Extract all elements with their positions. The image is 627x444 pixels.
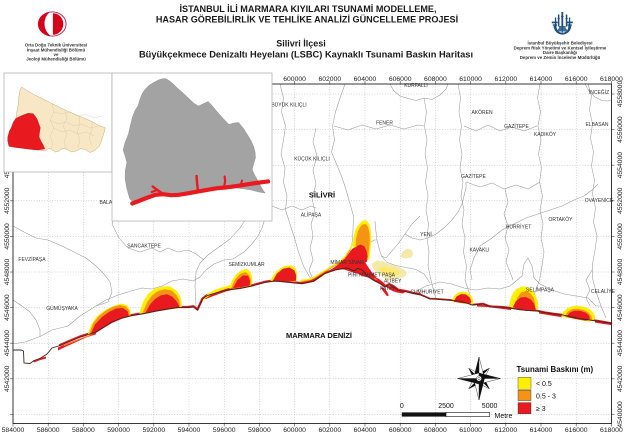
svg-text:GÜMÜŞYAKA: GÜMÜŞYAKA bbox=[46, 305, 78, 312]
svg-text:618000: 618000 bbox=[600, 427, 623, 434]
svg-text:İnşaat Mühendisliği Bölümü: İnşaat Mühendisliği Bölümü bbox=[27, 48, 86, 53]
svg-text:Daire Başkanlığı: Daire Başkanlığı bbox=[543, 50, 577, 55]
svg-text:0: 0 bbox=[400, 403, 404, 410]
svg-text:586000: 586000 bbox=[37, 427, 60, 434]
svg-text:4544000: 4544000 bbox=[617, 330, 624, 357]
svg-text:MİMAR SİNAN: MİMAR SİNAN bbox=[330, 259, 364, 266]
svg-text:592000: 592000 bbox=[142, 427, 165, 434]
svg-text:SANCAKTEPE: SANCAKTEPE bbox=[127, 244, 161, 250]
svg-text:HÜRRİYET: HÜRRİYET bbox=[506, 224, 532, 231]
svg-text:606000: 606000 bbox=[389, 427, 412, 434]
svg-text:610000: 610000 bbox=[459, 427, 482, 434]
svg-text:KADIKÖY: KADIKÖY bbox=[534, 131, 557, 138]
svg-text:KURFALLI: KURFALLI bbox=[404, 83, 428, 89]
svg-text:4542000: 4542000 bbox=[617, 365, 624, 392]
svg-text:2500: 2500 bbox=[438, 403, 454, 410]
svg-text:FATİH: FATİH bbox=[380, 285, 394, 292]
svg-text:598000: 598000 bbox=[248, 427, 271, 434]
svg-text:4544000: 4544000 bbox=[4, 330, 11, 357]
svg-text:PİRİ MEHMET PAŞA: PİRİ MEHMET PAŞA bbox=[348, 272, 396, 279]
svg-text:BALABAN: BALABAN bbox=[99, 200, 122, 206]
svg-text:4548000: 4548000 bbox=[617, 259, 624, 286]
svg-text:ORTAKÖY: ORTAKÖY bbox=[549, 216, 574, 223]
svg-text:602000: 602000 bbox=[318, 76, 341, 83]
svg-text:5000: 5000 bbox=[482, 403, 498, 410]
svg-text:616000: 616000 bbox=[565, 427, 588, 434]
svg-text:İstanbul Büyükşehir Belediyesi: İstanbul Büyükşehir Belediyesi bbox=[528, 41, 593, 46]
svg-text:604000: 604000 bbox=[354, 76, 377, 83]
svg-text:606000: 606000 bbox=[389, 76, 412, 83]
svg-text:FEVZİPAŞA: FEVZİPAŞA bbox=[18, 256, 46, 263]
svg-text:604000: 604000 bbox=[354, 427, 377, 434]
svg-text:GAZİTEPE: GAZİTEPE bbox=[461, 173, 486, 180]
svg-text:İNCEĞİZ: İNCEĞİZ bbox=[589, 89, 609, 96]
svg-text:614000: 614000 bbox=[530, 427, 553, 434]
svg-text:ve: ve bbox=[54, 52, 59, 57]
svg-text:4550000: 4550000 bbox=[4, 223, 11, 250]
svg-text:CELALİYE: CELALİYE bbox=[591, 288, 616, 295]
svg-text:HASAR GÖREBİLİRLİK VE TEHLİKE: HASAR GÖREBİLİRLİK VE TEHLİKE ANALİZİ GÜ… bbox=[156, 14, 458, 24]
svg-text:OVAYENİCE: OVAYENİCE bbox=[585, 197, 614, 204]
svg-text:İSTANBUL İLİ MARMARA KIYILARI: İSTANBUL İLİ MARMARA KIYILARI TSUNAMİ MO… bbox=[180, 4, 437, 14]
svg-text:4542000: 4542000 bbox=[4, 365, 11, 392]
svg-text:600000: 600000 bbox=[283, 76, 306, 83]
svg-text:AKÖREN: AKÖREN bbox=[471, 109, 493, 116]
svg-text:610000: 610000 bbox=[459, 76, 482, 83]
svg-text:0.5 - 3: 0.5 - 3 bbox=[536, 393, 556, 400]
svg-text:Silivri İlçesi: Silivri İlçesi bbox=[276, 38, 326, 48]
svg-text:618000: 618000 bbox=[600, 76, 623, 83]
svg-text:ELBASAN: ELBASAN bbox=[585, 122, 608, 128]
svg-text:4546000: 4546000 bbox=[4, 294, 11, 321]
svg-text:4554000: 4554000 bbox=[617, 152, 624, 179]
svg-text:4552000: 4552000 bbox=[617, 187, 624, 214]
svg-text:Deprem Risk Yönetimi ve Kentse: Deprem Risk Yönetimi ve Kentsel İyileşti… bbox=[514, 46, 607, 51]
svg-text:FENER: FENER bbox=[376, 121, 393, 127]
svg-text:4558000: 4558000 bbox=[617, 81, 624, 108]
svg-text:4550000: 4550000 bbox=[617, 223, 624, 250]
svg-text:4540000: 4540000 bbox=[617, 401, 624, 428]
svg-text:GAZİTEPE: GAZİTEPE bbox=[504, 123, 529, 130]
svg-text:Tsunami Baskını (m): Tsunami Baskını (m) bbox=[517, 365, 594, 374]
svg-text:SEMİZKUMLAR: SEMİZKUMLAR bbox=[228, 261, 265, 268]
svg-text:612000: 612000 bbox=[494, 76, 517, 83]
svg-text:596000: 596000 bbox=[213, 427, 236, 434]
svg-text:Deprem ve Zemin İnceleme Müdür: Deprem ve Zemin İnceleme Müdürlüğü bbox=[520, 55, 601, 60]
svg-text:SİLİVRİ: SİLİVRİ bbox=[309, 191, 335, 200]
svg-text:4552000: 4552000 bbox=[4, 187, 11, 214]
svg-text:4548000: 4548000 bbox=[4, 259, 11, 286]
svg-text:594000: 594000 bbox=[178, 427, 201, 434]
svg-text:MARMARA DENİZİ: MARMARA DENİZİ bbox=[286, 331, 352, 340]
svg-text:590000: 590000 bbox=[107, 427, 130, 434]
svg-text:Büyükçekmece Denizaltı Heyelan: Büyükçekmece Denizaltı Heyelanı (LSBC) K… bbox=[139, 49, 473, 59]
svg-text:ALİBEY: ALİBEY bbox=[384, 277, 402, 284]
svg-text:584000: 584000 bbox=[2, 427, 25, 434]
svg-text:4546000: 4546000 bbox=[617, 294, 624, 321]
svg-text:588000: 588000 bbox=[72, 427, 95, 434]
svg-text:YENİ: YENİ bbox=[420, 231, 432, 238]
svg-text:608000: 608000 bbox=[424, 427, 447, 434]
svg-text:612000: 612000 bbox=[494, 427, 517, 434]
svg-text:602000: 602000 bbox=[318, 427, 341, 434]
svg-text:614000: 614000 bbox=[530, 76, 553, 83]
svg-text:≥ 3: ≥ 3 bbox=[536, 406, 546, 413]
svg-text:KÜÇÜK KILIÇLI: KÜÇÜK KILIÇLI bbox=[294, 156, 330, 163]
svg-text:600000: 600000 bbox=[283, 427, 306, 434]
svg-text:SELİMPAŞA: SELİMPAŞA bbox=[526, 287, 555, 294]
svg-text:CUMHURİYET: CUMHURİYET bbox=[410, 289, 443, 296]
svg-text:Jeoloji Mühendisliği Bölümü: Jeoloji Mühendisliği Bölümü bbox=[26, 57, 86, 62]
svg-text:KAVAKLI: KAVAKLI bbox=[469, 248, 489, 254]
svg-text:608000: 608000 bbox=[424, 76, 447, 83]
svg-text:BÜYÜK KILIÇLI: BÜYÜK KILIÇLI bbox=[271, 102, 306, 109]
svg-text:616000: 616000 bbox=[565, 76, 588, 83]
svg-text:< 0.5: < 0.5 bbox=[536, 381, 552, 388]
svg-text:Orta Doğu Teknik Üniversitesi: Orta Doğu Teknik Üniversitesi bbox=[25, 43, 87, 48]
svg-text:Metre: Metre bbox=[495, 413, 513, 420]
svg-text:4556000: 4556000 bbox=[617, 116, 624, 143]
svg-text:ALİPAŞA: ALİPAŞA bbox=[301, 212, 322, 219]
